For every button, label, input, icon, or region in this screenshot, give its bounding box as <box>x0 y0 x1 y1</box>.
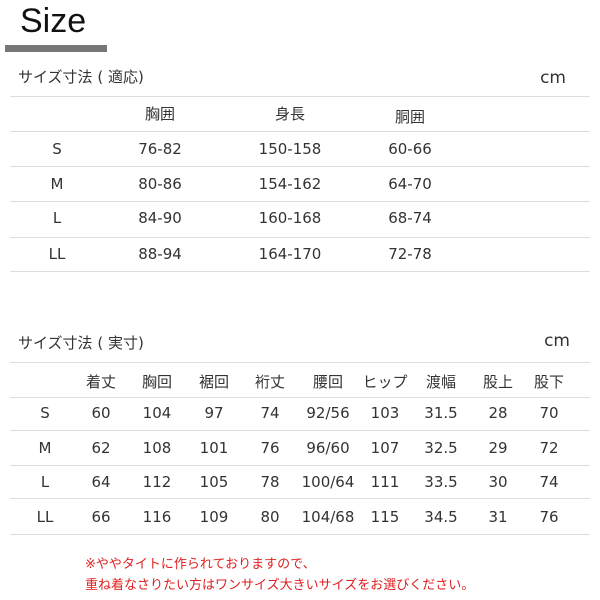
header-cell: 裄丈 <box>254 373 286 391</box>
cell: 104 <box>142 404 172 422</box>
cell: 96/60 <box>306 439 350 457</box>
header-cell: 腰回 <box>312 373 344 391</box>
table-row: M 62 108 101 76 96/60 107 32.5 29 72 <box>0 439 600 459</box>
cell: 31 <box>488 508 508 526</box>
table-row: LL 88-94 164-170 72-78 <box>0 245 600 265</box>
cell: 68-74 <box>388 209 432 227</box>
header-cell: 着丈 <box>85 373 117 391</box>
divider <box>10 362 590 363</box>
cell: 88-94 <box>138 245 182 263</box>
table-row: LL 66 116 109 80 104/68 115 34.5 31 76 <box>0 508 600 528</box>
cell: 29 <box>488 439 508 457</box>
table-row: L 84-90 160-168 68-74 <box>0 209 600 229</box>
cell: 100/64 <box>301 473 355 491</box>
cell: 60-66 <box>388 140 432 158</box>
cell: 84-90 <box>138 209 182 227</box>
fit-table-header: 胸囲 身長 胴囲 <box>0 103 600 126</box>
cell: 60 <box>91 404 111 422</box>
note-line-1: ※ややタイトに作られておりますので、 <box>85 557 316 572</box>
divider <box>10 237 590 238</box>
cell: 76 <box>260 439 280 457</box>
cell: 62 <box>91 439 111 457</box>
cell: 97 <box>204 404 224 422</box>
table-row: S 76-82 150-158 60-66 <box>0 140 600 160</box>
cell: 74 <box>260 404 280 422</box>
cell: 76-82 <box>138 140 182 158</box>
cell: L <box>52 209 62 227</box>
cell: 34.5 <box>424 508 458 526</box>
cell: 78 <box>260 473 280 491</box>
header-cell: ヒップ <box>362 373 408 391</box>
cell: 72 <box>539 439 559 457</box>
actual-table-header: 着丈 胸回 裾回 裄丈 腰回 ヒップ 渡幅 股上 股下 <box>0 371 600 391</box>
cell: 105 <box>199 473 229 491</box>
divider <box>10 397 590 398</box>
cell: 28 <box>488 404 508 422</box>
cell: 32.5 <box>424 439 458 457</box>
table-row: L 64 112 105 78 100/64 111 33.5 30 74 <box>0 473 600 493</box>
header-cell: 胸囲 <box>144 105 176 123</box>
cell: 154-162 <box>258 175 322 193</box>
cell: 72-78 <box>388 245 432 263</box>
cell: 160-168 <box>258 209 322 227</box>
cell: 74 <box>539 473 559 491</box>
cell: 150-158 <box>258 140 322 158</box>
divider <box>10 96 590 97</box>
cell: 109 <box>199 508 229 526</box>
divider <box>10 534 590 535</box>
divider <box>10 201 590 202</box>
divider <box>10 465 590 466</box>
note-line-2: 重ね着なさりたい方はワンサイズ大きいサイズをお選びください。 <box>85 578 475 593</box>
divider <box>10 271 590 272</box>
cell: S <box>40 404 50 422</box>
cell: 101 <box>199 439 229 457</box>
cell: LL <box>36 508 54 526</box>
table-row: M 80-86 154-162 64-70 <box>0 175 600 195</box>
cell: 107 <box>370 439 400 457</box>
cell: 108 <box>142 439 172 457</box>
cell: M <box>50 175 64 193</box>
divider <box>10 166 590 167</box>
cell: S <box>52 140 62 158</box>
header-cell: 胴囲 <box>394 108 426 126</box>
cell: 70 <box>539 404 559 422</box>
cell: 33.5 <box>424 473 458 491</box>
cell: 103 <box>370 404 400 422</box>
cell: 64-70 <box>388 175 432 193</box>
cell: 92/56 <box>306 404 350 422</box>
cell: 111 <box>370 473 400 491</box>
cell: 76 <box>539 508 559 526</box>
fit-table-heading: サイズ寸法 ( 適応) <box>18 68 144 86</box>
header-cell: 股下 <box>533 373 565 391</box>
header-cell: 裾回 <box>198 373 230 391</box>
cell: 30 <box>488 473 508 491</box>
actual-table-unit: cm <box>544 331 570 351</box>
cell: 116 <box>142 508 172 526</box>
cell: 104/68 <box>301 508 355 526</box>
cell: 164-170 <box>258 245 322 263</box>
cell: L <box>40 473 50 491</box>
divider <box>10 430 590 431</box>
cell: 64 <box>91 473 111 491</box>
cell: 66 <box>91 508 111 526</box>
fit-table-unit: cm <box>540 68 566 88</box>
actual-table-heading: サイズ寸法 ( 実寸) <box>18 334 144 352</box>
cell: 80 <box>260 508 280 526</box>
cell: LL <box>48 245 66 263</box>
header-cell: 股上 <box>482 373 514 391</box>
divider <box>10 498 590 499</box>
header-cell: 身長 <box>274 105 306 123</box>
cell: 31.5 <box>424 404 458 422</box>
table-row: S 60 104 97 74 92/56 103 31.5 28 70 <box>0 404 600 424</box>
cell: 115 <box>370 508 400 526</box>
header-cell: 渡幅 <box>425 373 457 391</box>
cell: 112 <box>142 473 172 491</box>
divider <box>10 131 590 132</box>
cell: 80-86 <box>138 175 182 193</box>
page-title: Size <box>20 2 87 40</box>
cell: M <box>38 439 52 457</box>
title-underline-bar <box>5 45 107 52</box>
header-cell: 胸回 <box>141 373 173 391</box>
